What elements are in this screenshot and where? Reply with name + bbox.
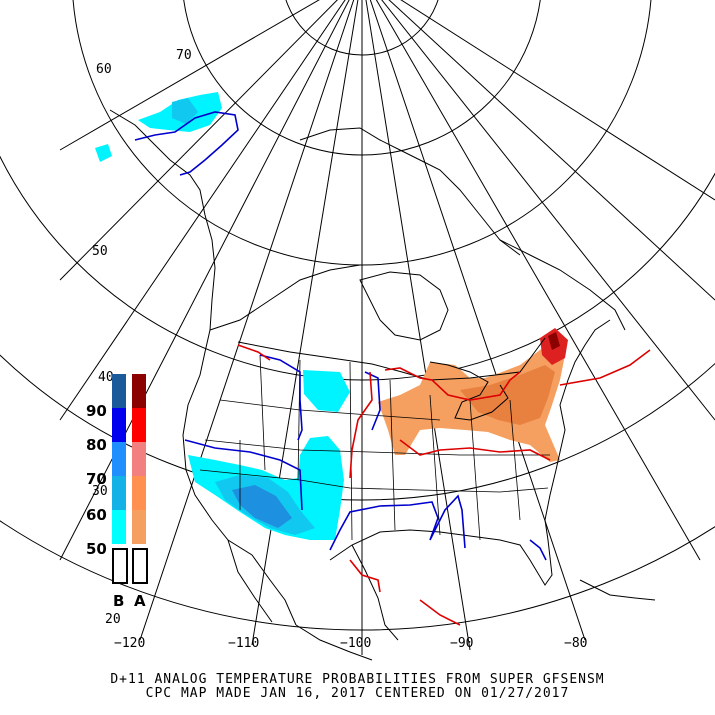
caption-line-1: D+11 ANALOG TEMPERATURE PROBABILITIES FR… [110,672,605,687]
above-normal-shading [378,328,568,462]
legend-above-70 [132,442,146,476]
blue-contours [134,111,547,561]
meridian-80 [369,0,586,641]
red-contour-east2 [399,439,551,461]
legend-below-50 [112,510,126,544]
blue-contour-north2 [364,371,381,431]
blue-contour-south [329,494,466,551]
blue-contour-alaska [134,111,239,176]
red-contour-plains [349,371,373,479]
baja-coast [227,539,273,623]
labrador [499,239,626,331]
legend-above-60 [132,476,146,510]
maine-warm-dark [548,332,560,350]
legend-level-70: 70 [86,470,107,488]
gulf-coast [329,519,553,586]
lon-label-80: −80 [564,636,588,651]
lon-label-100: −100 [340,636,372,651]
legend-below-70 [112,442,126,476]
hudson-bay [359,271,449,341]
lon-label-110: −110 [228,636,260,651]
meridian-150 [59,0,338,281]
meridian-130 [59,0,350,561]
legend-above-empty-box [132,548,148,584]
caption-line-2: CPC MAP MADE JAN 16, 2017 CENTERED ON 01… [145,686,570,701]
red-contour-east [384,367,521,401]
lon-label-120: −120 [114,636,146,651]
red-contour-east3 [559,349,651,386]
legend-below-60 [112,476,126,510]
mexico-coast [295,624,373,661]
legend-below-80 [112,408,126,442]
southwest-cold-core [232,485,292,528]
meridian-70 [375,0,701,561]
blue-contour-north [259,354,303,441]
legend-below-90-plus [112,374,126,408]
lat-label-70: 70 [176,48,192,63]
canada-interior [209,264,361,331]
parallel-40 [0,155,715,381]
meridian-160 [59,0,320,151]
red-contour-south2 [419,599,461,626]
state-lines [199,354,550,541]
aleutian-cold-area [95,144,112,162]
legend-below-empty-box [112,548,128,584]
atlantic-coast [544,319,611,521]
meridian-90 [365,0,471,651]
lat-label-40: 40 [98,370,114,385]
meridian-120 [139,0,355,641]
east-warm-mid [460,365,555,425]
legend-level-60: 60 [86,506,107,524]
parallel-20 [0,520,715,631]
lon-label-90: −90 [450,636,474,651]
legend-above-90-plus [132,374,146,408]
legend-above-80 [132,408,146,442]
alaska-coast [109,109,206,216]
red-contours [237,344,651,626]
legend-level-90: 90 [86,402,107,420]
northern-plains-cold-area [303,370,350,412]
graticule [0,0,715,655]
legend-above-50 [132,510,146,544]
lat-label-20: 20 [105,612,121,627]
meridian-140 [59,0,346,421]
legend-above-label: A [134,592,146,610]
texas-coast [351,544,399,641]
meridian-110 [251,0,359,646]
meridian-60 [381,0,715,421]
geography-lines [109,109,656,661]
blue-contour-florida [529,539,547,561]
blue-contour-southwest [184,439,303,511]
arctic-islands [299,127,521,256]
legend-level-50: 50 [86,540,107,558]
meridian-50 [388,0,715,301]
lat-label-60: 60 [96,62,112,77]
lat-label-30: 30 [92,484,108,499]
west-coast [182,214,297,626]
red-contour-west [237,344,271,361]
legend-level-80: 80 [86,436,107,454]
meridian-40 [400,0,715,201]
red-contour-south [349,559,381,593]
great-lakes [429,361,509,421]
lat-label-50: 50 [92,244,108,259]
caribbean [579,579,656,601]
legend-below-label: B [113,592,125,610]
canada-us-border [237,337,546,381]
alaska-cold-core [172,98,198,124]
